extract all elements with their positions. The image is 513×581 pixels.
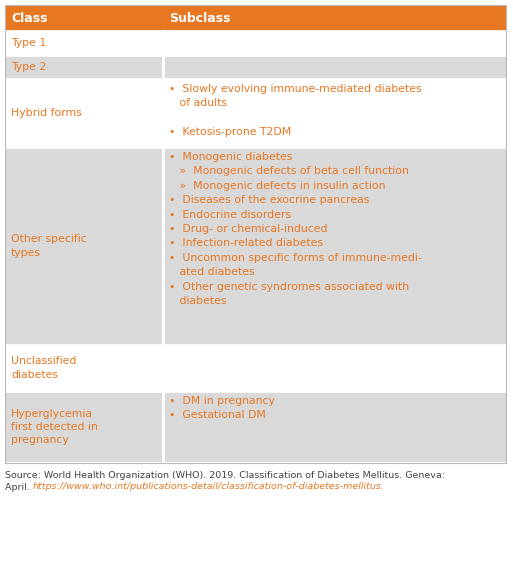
Bar [5,391,163,463]
Text: Hybrid forms: Hybrid forms [11,108,82,118]
Bar [163,147,506,345]
Text: Type 1: Type 1 [11,38,46,48]
Text: Source: World Health Organization (WHO). 2019. Classification of Diabetes Mellit: Source: World Health Organization (WHO).… [5,471,445,493]
Bar [163,5,506,31]
Bar [5,79,163,147]
Text: Hyperglycemia
first detected in
pregnancy: Hyperglycemia first detected in pregnanc… [11,409,98,445]
Bar [163,79,506,147]
Text: •  Slowly evolving immune-mediated diabetes
   of adults

•  Ketosis-prone T2DM: • Slowly evolving immune-mediated diabet… [169,84,422,137]
Text: Type 2: Type 2 [11,62,46,72]
Bar [5,345,163,391]
Bar [163,55,506,79]
Bar [5,31,163,55]
Text: Subclass: Subclass [169,12,230,24]
Text: https://www.who.int/publications-detail/classification-of-diabetes-mellitus.: https://www.who.int/publications-detail/… [33,482,385,491]
Text: •  Monogenic diabetes
   »  Monogenic defects of beta cell function
   »  Monoge: • Monogenic diabetes » Monogenic defects… [169,152,422,306]
Text: Other specific
types: Other specific types [11,234,87,257]
Text: Class: Class [11,12,48,24]
Bar [5,147,163,345]
Bar [5,55,163,79]
Bar [163,391,506,463]
Bar [163,345,506,391]
Text: Unclassified
diabetes: Unclassified diabetes [11,356,76,379]
Bar [5,5,163,31]
Text: •  DM in pregnancy
•  Gestational DM: • DM in pregnancy • Gestational DM [169,396,275,421]
Bar [163,31,506,55]
Bar [5,5,506,463]
